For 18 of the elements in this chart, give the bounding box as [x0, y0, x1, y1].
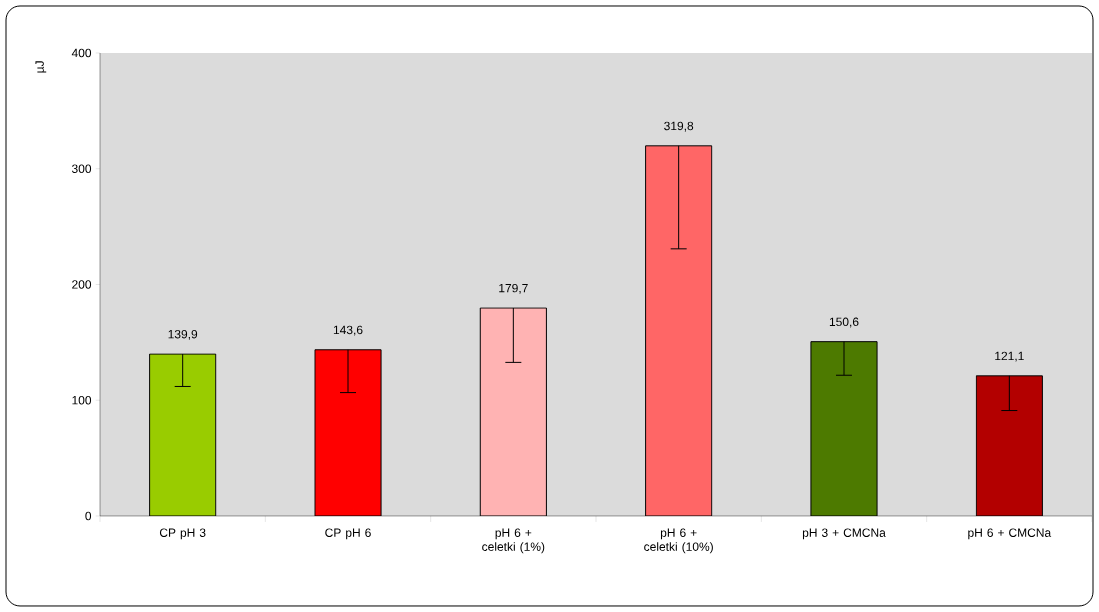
data-label: 319,8 — [664, 121, 694, 132]
y-tick-label: 300 — [71, 164, 92, 173]
data-label: 150,6 — [829, 317, 859, 328]
data-label: 179,7 — [499, 283, 528, 294]
x-tick-label: pH 6 + celetki (1%) — [482, 528, 545, 554]
x-tick-label: CP pH 3 — [159, 528, 206, 540]
x-tick-label: pH 3 + CMCNa — [802, 528, 886, 540]
x-tick-label: pH 6 + CMCNa — [968, 528, 1052, 540]
data-label: 139,9 — [168, 329, 198, 340]
y-tick-label: 0 — [85, 511, 92, 521]
y-tick-label: 200 — [72, 280, 92, 289]
y-tick-label: 100 — [72, 395, 92, 405]
data-label: 143,6 — [333, 325, 363, 336]
y-axis-title: µJ — [35, 61, 47, 73]
x-tick-label: CP pH 6 — [325, 528, 371, 540]
y-tick-label: 400 — [71, 48, 92, 58]
data-label: 121,1 — [995, 351, 1024, 362]
x-tick-label: pH 6 + celetki (10%) — [644, 528, 713, 554]
